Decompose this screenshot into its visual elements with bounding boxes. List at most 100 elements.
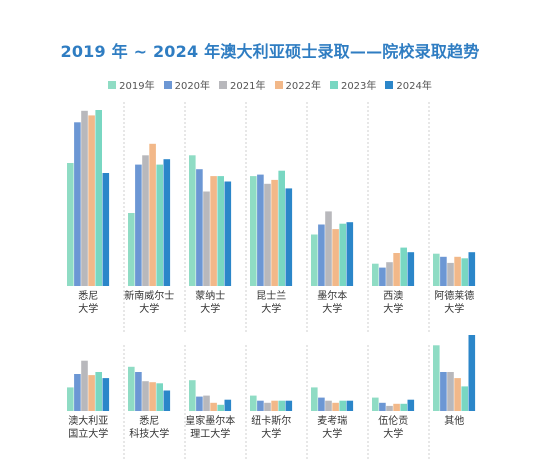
bar [346,400,354,411]
legend-label: 2021年 [230,81,266,92]
bar [400,247,407,286]
bar [74,122,81,286]
legend-swatch [163,80,172,89]
bar [95,372,102,411]
bar [156,164,163,286]
bar [339,223,346,286]
bar [447,262,454,286]
bar [189,380,196,411]
bar [88,115,95,287]
bar [440,256,447,286]
category-label: 理工大学 [190,427,230,440]
bar [311,387,318,411]
bar [196,396,203,411]
bar [156,383,163,411]
bar [196,169,203,286]
bar [135,372,142,411]
bar [400,403,407,411]
category-label: 大学 [78,302,98,315]
bar [454,378,461,411]
bar [372,397,379,411]
bar [250,176,257,286]
bar [433,345,440,411]
bar [393,403,400,411]
category-label: 大学 [322,302,342,315]
category-label: 大学 [261,427,281,440]
category-label: 国立大学 [68,427,108,440]
category-label: 悉尼 [139,415,159,427]
category-label: 西澳 [383,289,403,302]
bar [224,181,232,286]
bar [88,375,95,411]
category-label: 阿德莱德 [434,289,474,302]
bar [461,258,468,286]
category-label: 大学 [383,302,403,315]
bar [311,234,318,286]
bar [210,176,217,286]
bar [163,390,171,411]
category-label: 新南威尔士 [124,289,174,302]
legend-swatch [274,80,283,89]
bar [372,263,379,286]
bar [74,374,81,411]
bar [332,229,339,286]
bar [128,213,135,286]
bar [210,402,217,411]
bar [257,174,264,286]
legend-label: 2023年 [340,81,377,92]
chart-title: 2019 年 ~ 2024 年澳大利亚硕士录取——院校录取趋势 [60,42,480,61]
category-label: 伍伦贡 [378,414,408,427]
category-label: 澳大利亚 [68,414,108,427]
bar [163,159,171,286]
bar [318,224,325,286]
bar [250,395,257,411]
bar [271,400,278,411]
bar [217,404,224,411]
bar [447,372,454,411]
category-label: 墨尔本 [317,289,347,302]
bar [271,179,278,286]
bar [67,387,74,411]
category-label: 皇家墨尔本 [185,414,235,427]
bar [393,253,400,286]
bar [128,366,135,411]
category-label: 大学 [383,427,403,440]
legend-item: 2024年 [385,77,432,92]
bar [189,155,196,286]
legend-item: 2020年 [163,77,211,92]
bar [325,211,332,286]
bar [407,399,415,411]
bar [433,253,440,286]
category-label: 大学 [444,302,464,315]
bar [454,256,461,286]
bar [102,378,110,411]
bar [264,402,271,411]
bar [379,267,386,286]
category-label: 大学 [139,302,159,315]
bar [142,155,149,286]
bar [278,400,285,411]
legend-swatch [385,80,394,89]
legend-item: 2021年 [219,77,266,92]
legend-item: 2022年 [274,77,321,92]
bar [257,400,264,411]
bar [203,191,210,286]
legend-item: 2019年 [108,77,155,92]
legend-item: 2023年 [329,77,377,92]
legend-label: 2020年 [174,81,211,92]
category-label: 纽卡斯尔 [251,414,291,427]
category-label: 大学 [261,302,281,315]
bar [81,360,88,411]
category-label: 大学 [322,427,342,440]
bar [346,222,354,286]
category-label: 悉尼 [78,290,98,302]
bar [264,183,271,286]
bar [285,188,293,286]
bar [67,163,74,286]
bar [102,173,110,286]
bar [379,402,386,411]
category-label: 昆士兰 [256,289,286,302]
legend-swatch [219,80,228,89]
bar [135,164,142,286]
bar [224,399,232,411]
